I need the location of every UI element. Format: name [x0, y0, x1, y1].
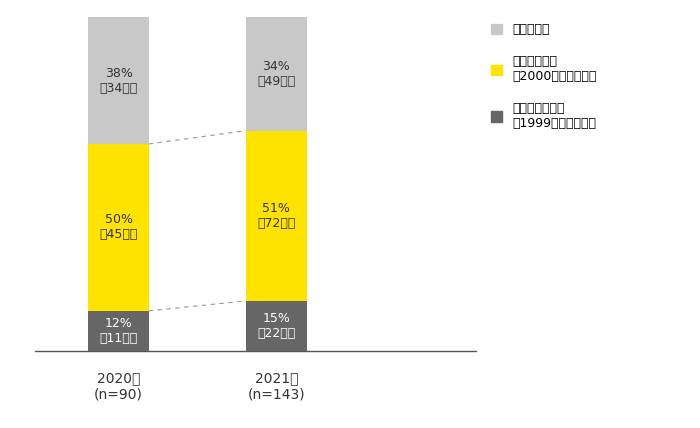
Bar — [246, 17, 307, 131]
Text: 34%
（49件）: 34% （49件） — [258, 60, 295, 88]
Text: 50%
（45件）: 50% （45件） — [99, 214, 138, 241]
Text: (n=143): (n=143) — [248, 388, 305, 402]
Text: 2020年: 2020年 — [97, 371, 140, 385]
Bar — [88, 17, 148, 144]
Bar — [88, 144, 148, 311]
Text: 15%
（22件）: 15% （22件） — [258, 312, 295, 340]
Text: 12%
（11件）: 12% （11件） — [99, 317, 138, 345]
Bar — [246, 301, 307, 351]
Text: (n=90): (n=90) — [94, 388, 143, 402]
Text: 51%
（72件）: 51% （72件） — [257, 202, 295, 230]
Bar — [88, 311, 148, 351]
Legend: 非上場企業, 新興上場企業
（2000年以降上場）, 伝統的上場企業
（1999年以前上場）: 非上場企業, 新興上場企業 （2000年以降上場）, 伝統的上場企業 （1999… — [491, 24, 596, 130]
Bar — [246, 131, 307, 301]
Text: 2021年: 2021年 — [255, 371, 298, 385]
Text: 38%
（34件）: 38% （34件） — [99, 66, 138, 95]
